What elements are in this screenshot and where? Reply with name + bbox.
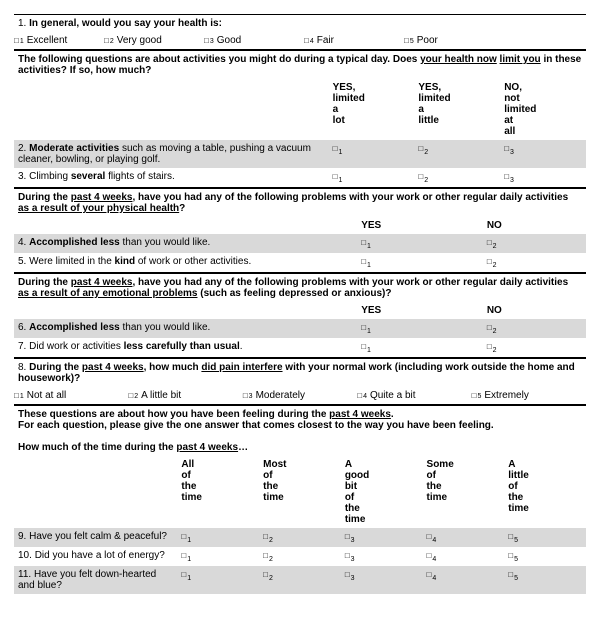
q9-o3[interactable]: □3 <box>341 528 423 547</box>
hdr-yes: YES <box>357 217 483 234</box>
q8-opt-3[interactable]: □3 Moderately <box>243 390 357 401</box>
hdr-no: NO <box>483 217 586 234</box>
q4-text: 4. Accomplished less than you would like… <box>14 234 357 253</box>
q1-opt-4[interactable]: □4 Fair <box>304 35 404 46</box>
q9-text: 9. Have you felt calm & peaceful? <box>14 528 177 547</box>
q3-opt3[interactable]: □3 <box>500 168 586 187</box>
q9-o4[interactable]: □4 <box>423 528 505 547</box>
hdr-yes2: YES <box>357 302 483 319</box>
q5-opt2[interactable]: □2 <box>483 253 586 272</box>
physical-table: YES NO 4. Accomplished less than you wou… <box>14 217 586 272</box>
q9-o5[interactable]: □5 <box>504 528 586 547</box>
q8-opt-1[interactable]: □1 Not at all <box>14 390 128 401</box>
q10-o2[interactable]: □2 <box>259 547 341 566</box>
q8-opt-5[interactable]: □5 Extremely <box>472 390 586 401</box>
hdr-yes-little: YES,limitedalittle <box>414 79 500 140</box>
q1-options: □1 Excellent□2 Very good□3 Good□4 Fair□5… <box>14 32 586 49</box>
q1-opt-1[interactable]: □1 Excellent <box>14 35 104 46</box>
q1-opt-3[interactable]: □3 Good <box>204 35 304 46</box>
q7-opt2[interactable]: □2 <box>483 338 586 357</box>
q3-opt2[interactable]: □2 <box>414 168 500 187</box>
q6-opt2[interactable]: □2 <box>483 319 586 338</box>
intro-feelings: These questions are about how you have b… <box>14 406 586 456</box>
q8-opt-4[interactable]: □4 Quite a bit <box>357 390 471 401</box>
hdr-no2: NO <box>483 302 586 319</box>
intro-emotional: During the past 4 weeks, have you had an… <box>14 274 586 302</box>
q9-o2[interactable]: □2 <box>259 528 341 547</box>
feelings-table: AllofthetimeMostofthetimeAgoodbitoftheti… <box>14 456 586 594</box>
hdr5-2: Agoodbitofthetime <box>341 456 423 528</box>
q3-opt1[interactable]: □1 <box>329 168 415 187</box>
q5-opt1[interactable]: □1 <box>357 253 483 272</box>
hdr-no: NO,notlimitedatall <box>500 79 586 140</box>
q2-opt1[interactable]: □1 <box>329 140 415 168</box>
q8-text: 8. During the past 4 weeks, how much did… <box>14 359 586 387</box>
q11-o2[interactable]: □2 <box>259 566 341 594</box>
hdr5-3: Someofthetime <box>423 456 505 528</box>
q6-text: 6. Accomplished less than you would like… <box>14 319 357 338</box>
q10-o1[interactable]: □1 <box>177 547 259 566</box>
q8-options: □1 Not at all□2 A little bit□3 Moderatel… <box>14 387 586 404</box>
q7-text: 7. Did work or activities less carefully… <box>14 338 357 357</box>
q8-opt-2[interactable]: □2 A little bit <box>128 390 242 401</box>
intro-physical: During the past 4 weeks, have you had an… <box>14 189 586 217</box>
hdr5-4: Alittleofthetime <box>504 456 586 528</box>
q4-opt1[interactable]: □1 <box>357 234 483 253</box>
q1-text: 1. In general, would you say your health… <box>14 15 586 32</box>
q2-opt3[interactable]: □3 <box>500 140 586 168</box>
q11-o4[interactable]: □4 <box>423 566 505 594</box>
q2-opt2[interactable]: □2 <box>414 140 500 168</box>
q10-o5[interactable]: □5 <box>504 547 586 566</box>
q11-text: 11. Have you felt down-hearted and blue? <box>14 566 177 594</box>
q2-text: 2. Moderate activities such as moving a … <box>14 140 329 168</box>
hdr5-0: Allofthetime <box>177 456 259 528</box>
q11-o5[interactable]: □5 <box>504 566 586 594</box>
q10-text: 10. Did you have a lot of energy? <box>14 547 177 566</box>
q10-o4[interactable]: □4 <box>423 547 505 566</box>
q11-o1[interactable]: □1 <box>177 566 259 594</box>
q3-text: 3. Climbing several flights of stairs. <box>14 168 329 187</box>
q1-opt-5[interactable]: □5 Poor <box>404 35 484 46</box>
q10-o3[interactable]: □3 <box>341 547 423 566</box>
hdr5-1: Mostofthetime <box>259 456 341 528</box>
q4-opt2[interactable]: □2 <box>483 234 586 253</box>
q7-opt1[interactable]: □1 <box>357 338 483 357</box>
emotional-table: YES NO 6. Accomplished less than you wou… <box>14 302 586 357</box>
hdr-yes-lot: YES,limitedalot <box>329 79 415 140</box>
q11-o3[interactable]: □3 <box>341 566 423 594</box>
q1-opt-2[interactable]: □2 Very good <box>104 35 204 46</box>
q5-text: 5. Were limited in the kind of work or o… <box>14 253 357 272</box>
q6-opt1[interactable]: □1 <box>357 319 483 338</box>
intro-activities: The following questions are about activi… <box>14 51 586 79</box>
q9-o1[interactable]: □1 <box>177 528 259 547</box>
activities-table: YES,limitedalot YES,limitedalittle NO,no… <box>14 79 586 187</box>
